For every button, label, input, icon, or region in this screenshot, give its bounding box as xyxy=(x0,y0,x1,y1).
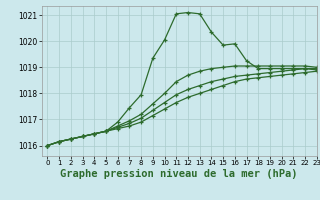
X-axis label: Graphe pression niveau de la mer (hPa): Graphe pression niveau de la mer (hPa) xyxy=(60,169,298,179)
